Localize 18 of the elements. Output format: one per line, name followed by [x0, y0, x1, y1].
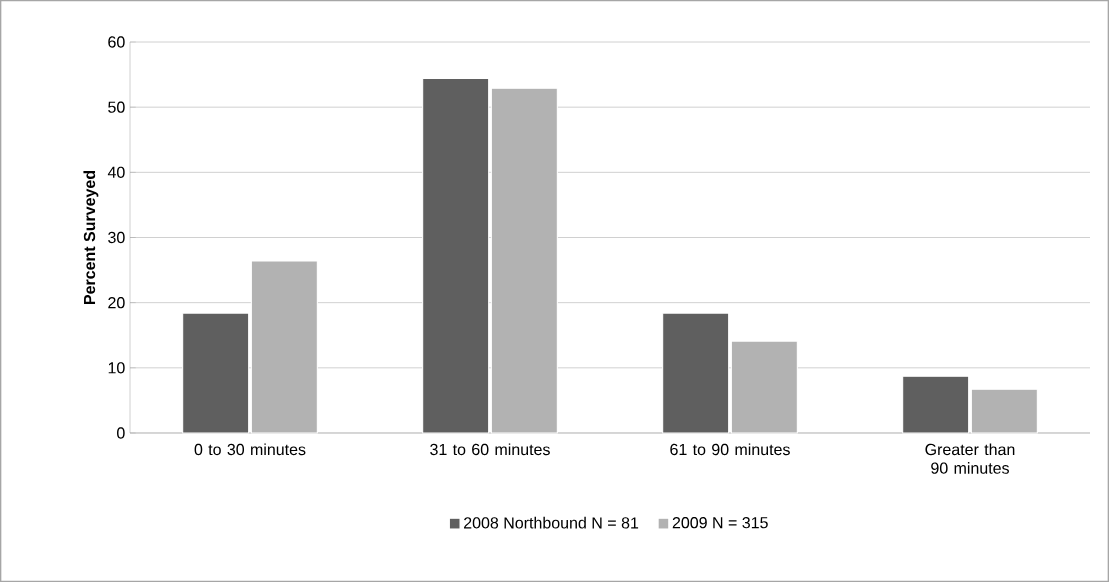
- x-tick-label: 61 to 90 minutes: [670, 443, 790, 456]
- bar: [422, 77, 490, 434]
- x-tick-label: 31 to 60 minutes: [430, 443, 550, 456]
- y-tick-label: 40: [107, 166, 125, 178]
- y-tick-label: 60: [108, 36, 125, 48]
- x-tick-label: 0 to 30 minutes: [194, 443, 306, 456]
- bar: [662, 312, 730, 434]
- y-tick-label: 30: [108, 231, 125, 244]
- y-tick-label: 10: [108, 362, 125, 374]
- legend-label: 2008 Northbound N = 81: [464, 516, 639, 529]
- bar: [902, 375, 970, 434]
- legend-label: 2009 N = 315: [672, 517, 768, 529]
- bar: [182, 312, 250, 434]
- y-tick-label: 20: [108, 297, 125, 309]
- y-tick-label: 50: [108, 101, 125, 113]
- y-tick-label: 0: [117, 427, 125, 439]
- y-axis-title: Percent Surveyed: [83, 171, 99, 305]
- x-tick-label: Greater than 90 minutes: [925, 443, 1015, 474]
